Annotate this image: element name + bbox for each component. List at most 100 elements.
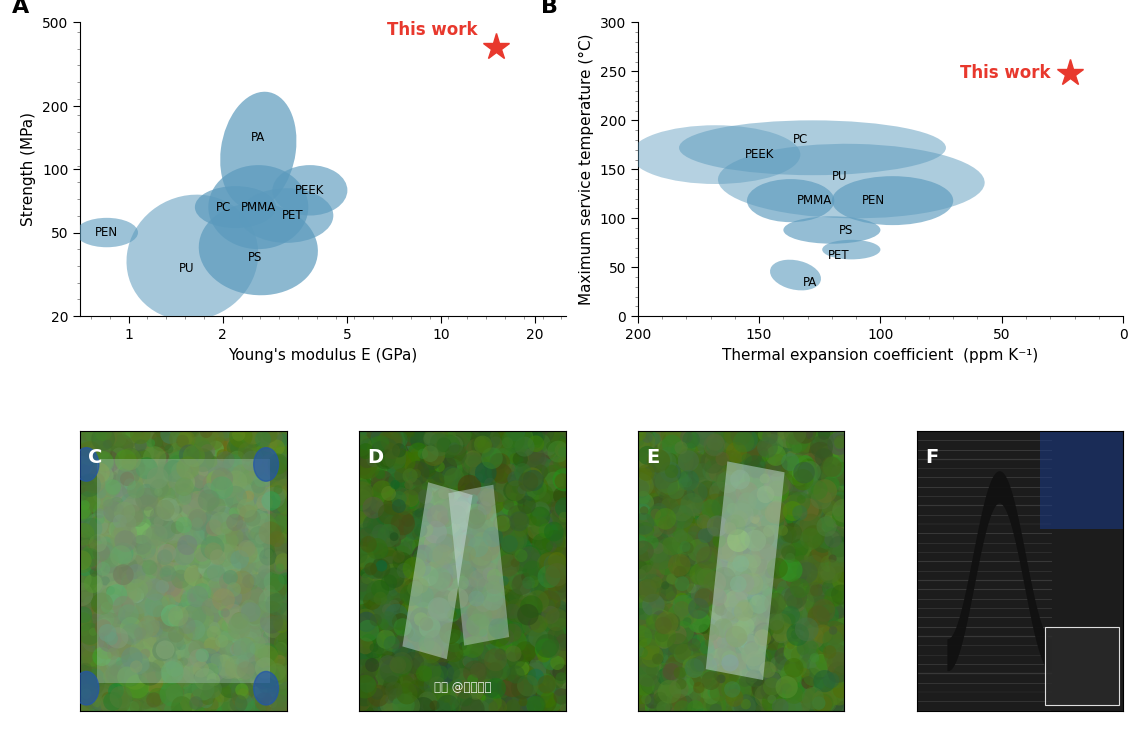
Point [827,643,846,654]
Point [260,465,278,477]
Point [493,453,511,465]
Point [749,435,768,447]
Point [698,568,716,580]
Point [543,572,562,584]
Point [164,542,182,554]
Point [813,704,831,716]
Point [647,669,666,681]
Point [138,455,156,467]
Point [737,439,755,451]
Point [784,476,802,488]
Point [769,650,787,662]
Point [408,569,426,581]
Point [643,677,661,689]
Point [174,557,193,569]
Point [769,581,787,593]
Point [401,655,419,667]
Point [473,547,492,559]
Point [685,634,704,646]
Point [487,604,505,616]
Point [238,560,257,572]
Point [740,505,759,517]
Point [356,542,375,554]
Point [652,631,670,643]
Point [195,583,213,595]
Point [667,473,685,485]
Point [160,540,179,552]
Point [635,497,653,509]
Point [445,567,463,579]
Point [134,426,152,438]
Point [170,571,188,583]
Point [677,519,696,531]
Point [814,698,832,710]
Point [234,625,252,637]
Point [656,469,674,481]
Point [740,528,759,540]
Point [390,444,408,456]
Point [753,433,771,445]
Point [791,636,809,648]
Point [481,605,500,617]
Point [523,698,541,710]
Point [478,642,496,654]
Point [134,547,152,559]
Point [460,515,478,527]
Point [673,431,691,443]
Point [785,689,803,701]
Point [102,484,120,496]
Point [539,624,557,636]
Point [719,493,737,505]
Point [501,553,519,565]
Point [460,497,478,509]
Point [729,560,747,572]
Point [180,610,198,622]
Point [220,441,238,453]
Point [155,427,173,439]
Point [408,528,426,540]
Point [634,598,652,610]
Point [233,540,251,552]
Point [100,571,118,583]
Point [740,476,759,488]
Point [128,678,147,690]
Point [406,654,424,666]
Point [513,616,532,628]
Point [523,472,541,484]
Point [387,485,406,497]
Point [756,628,775,640]
Point [354,451,372,463]
Point [108,462,126,474]
Point [413,651,431,663]
Point [446,455,464,467]
Point [423,537,441,549]
Point [380,556,399,568]
Point [276,660,295,672]
Point [510,639,528,651]
Point [500,566,518,578]
Point [716,669,735,681]
Point [233,693,251,705]
Point [653,528,672,540]
Point [791,467,809,479]
Point [540,459,558,470]
Point [825,632,843,644]
Ellipse shape [717,144,984,218]
Point [492,501,510,513]
Point [503,698,521,710]
Point [189,506,207,518]
Point [421,468,439,479]
Point [158,558,176,570]
Point [656,601,674,613]
Point [120,478,139,490]
Point [487,652,505,664]
Point [236,661,254,673]
Point [151,482,170,494]
Point [727,450,745,462]
Point [151,630,170,642]
Point [774,524,792,536]
Point [104,522,123,534]
Point [261,459,280,471]
Point [649,441,667,453]
Point [646,665,665,677]
